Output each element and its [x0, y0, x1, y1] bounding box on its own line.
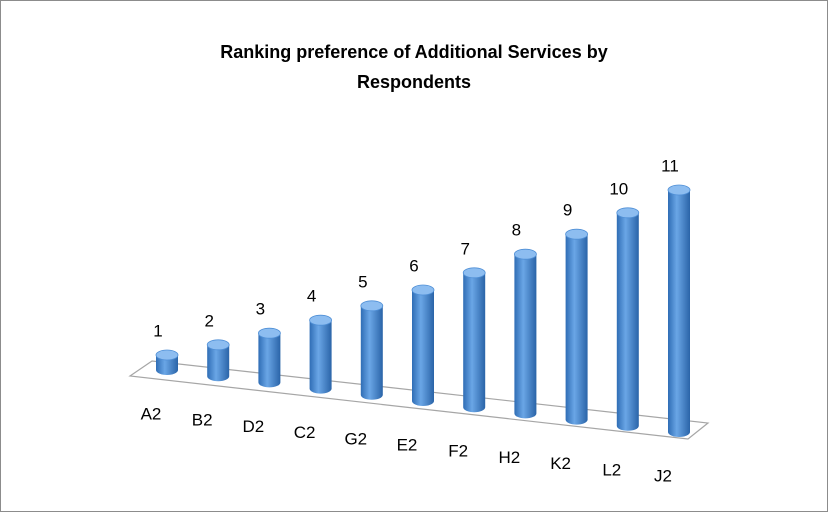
bar: [257, 327, 281, 388]
data-label: 3: [256, 300, 265, 319]
x-tick-label: A2: [141, 404, 162, 423]
bar-body: [360, 305, 383, 400]
data-label: 7: [460, 239, 469, 258]
bar: [206, 339, 230, 382]
x-tick-label: J2: [654, 466, 672, 485]
x-tick-label: L2: [602, 460, 621, 479]
bar-body: [309, 320, 332, 394]
x-tick-label: G2: [344, 429, 367, 448]
data-label: 11: [661, 156, 679, 175]
bar-top: [309, 314, 333, 326]
bar: [616, 207, 640, 431]
bar-body: [565, 234, 588, 425]
bar-body: [463, 272, 486, 413]
x-tick-label: K2: [550, 454, 571, 473]
x-tick-label: E2: [397, 435, 418, 454]
data-label: 9: [563, 201, 572, 220]
data-label: 2: [204, 311, 213, 330]
x-tick-label: H2: [499, 448, 521, 467]
x-tick-label: D2: [243, 417, 265, 436]
bar-body: [207, 344, 230, 382]
chart-title: Respondents: [357, 72, 471, 92]
data-label: 4: [307, 287, 316, 306]
bar-top: [411, 284, 435, 296]
bar: [667, 184, 691, 437]
bar: [462, 267, 486, 413]
bar-top: [616, 207, 640, 219]
bar-body: [514, 254, 537, 419]
data-label: 6: [409, 256, 418, 275]
bar-top: [257, 327, 281, 339]
bar: [411, 284, 435, 406]
bar-body: [668, 190, 690, 437]
bar-body: [258, 333, 281, 388]
bar-top: [462, 267, 486, 279]
bar-body: [156, 355, 178, 375]
bar-top: [667, 184, 691, 196]
bar-body: [616, 212, 639, 431]
bar: [514, 248, 537, 419]
bar-top: [206, 339, 230, 351]
data-label: 10: [609, 179, 628, 198]
bar: [309, 314, 333, 394]
x-tick-label: F2: [448, 442, 468, 461]
x-tick-label: B2: [192, 411, 213, 430]
bar-top: [514, 248, 537, 260]
bar-body: [412, 290, 434, 406]
x-tick-label: C2: [294, 423, 316, 442]
bar: [155, 349, 179, 375]
bar-top: [155, 349, 179, 361]
bar: [565, 228, 588, 425]
bar-top: [565, 228, 588, 240]
bar-top: [360, 300, 384, 312]
chart-title: Ranking preference of Additional Service…: [220, 42, 607, 62]
data-label: 1: [153, 321, 162, 340]
data-label: 5: [358, 272, 367, 291]
bar: [360, 300, 384, 400]
data-label: 8: [512, 221, 521, 240]
